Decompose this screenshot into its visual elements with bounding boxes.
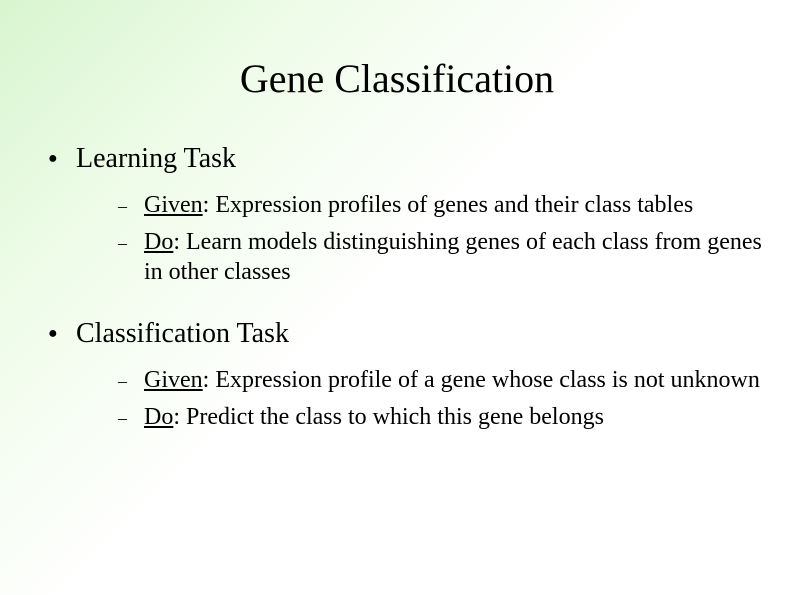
subitem-label: Do [144, 229, 173, 255]
dash-bullet-icon: – [118, 227, 144, 258]
subitem-text: Given: Expression profile of a gene whos… [144, 365, 760, 395]
disc-bullet-icon: ● [48, 142, 76, 174]
list-item: – Given: Expression profiles of genes an… [118, 190, 764, 221]
slide-title: Gene Classification [30, 55, 764, 102]
learning-task-subitems: – Given: Expression profiles of genes an… [48, 190, 764, 287]
subitem-body: : Expression profiles of genes and their… [203, 192, 694, 218]
list-item: – Given: Expression profile of a gene wh… [118, 365, 764, 396]
section-heading: Classification Task [76, 317, 289, 351]
section-heading: Learning Task [76, 142, 236, 176]
dash-bullet-icon: – [118, 402, 144, 433]
subitem-text: Do: Predict the class to which this gene… [144, 402, 604, 432]
subitem-body: : Predict the class to which this gene b… [173, 404, 604, 430]
slide-content: ● Learning Task – Given: Expression prof… [30, 142, 764, 433]
subitem-label: Given [144, 367, 203, 393]
subitem-body: : Learn models distinguishing genes of e… [144, 229, 762, 285]
bullet-learning-task: ● Learning Task [48, 142, 764, 176]
spacer [48, 303, 764, 309]
list-item: – Do: Predict the class to which this ge… [118, 402, 764, 433]
subitem-label: Given [144, 192, 203, 218]
disc-bullet-icon: ● [48, 317, 76, 349]
subitem-text: Given: Expression profiles of genes and … [144, 190, 693, 220]
subitem-body: : Expression profile of a gene whose cla… [203, 367, 760, 393]
list-item: – Do: Learn models distinguishing genes … [118, 227, 764, 287]
bullet-classification-task: ● Classification Task [48, 317, 764, 351]
subitem-text: Do: Learn models distinguishing genes of… [144, 227, 764, 287]
subitem-label: Do [144, 404, 173, 430]
classification-task-subitems: – Given: Expression profile of a gene wh… [48, 365, 764, 433]
slide: Gene Classification ● Learning Task – Gi… [0, 0, 794, 595]
dash-bullet-icon: – [118, 365, 144, 396]
dash-bullet-icon: – [118, 190, 144, 221]
